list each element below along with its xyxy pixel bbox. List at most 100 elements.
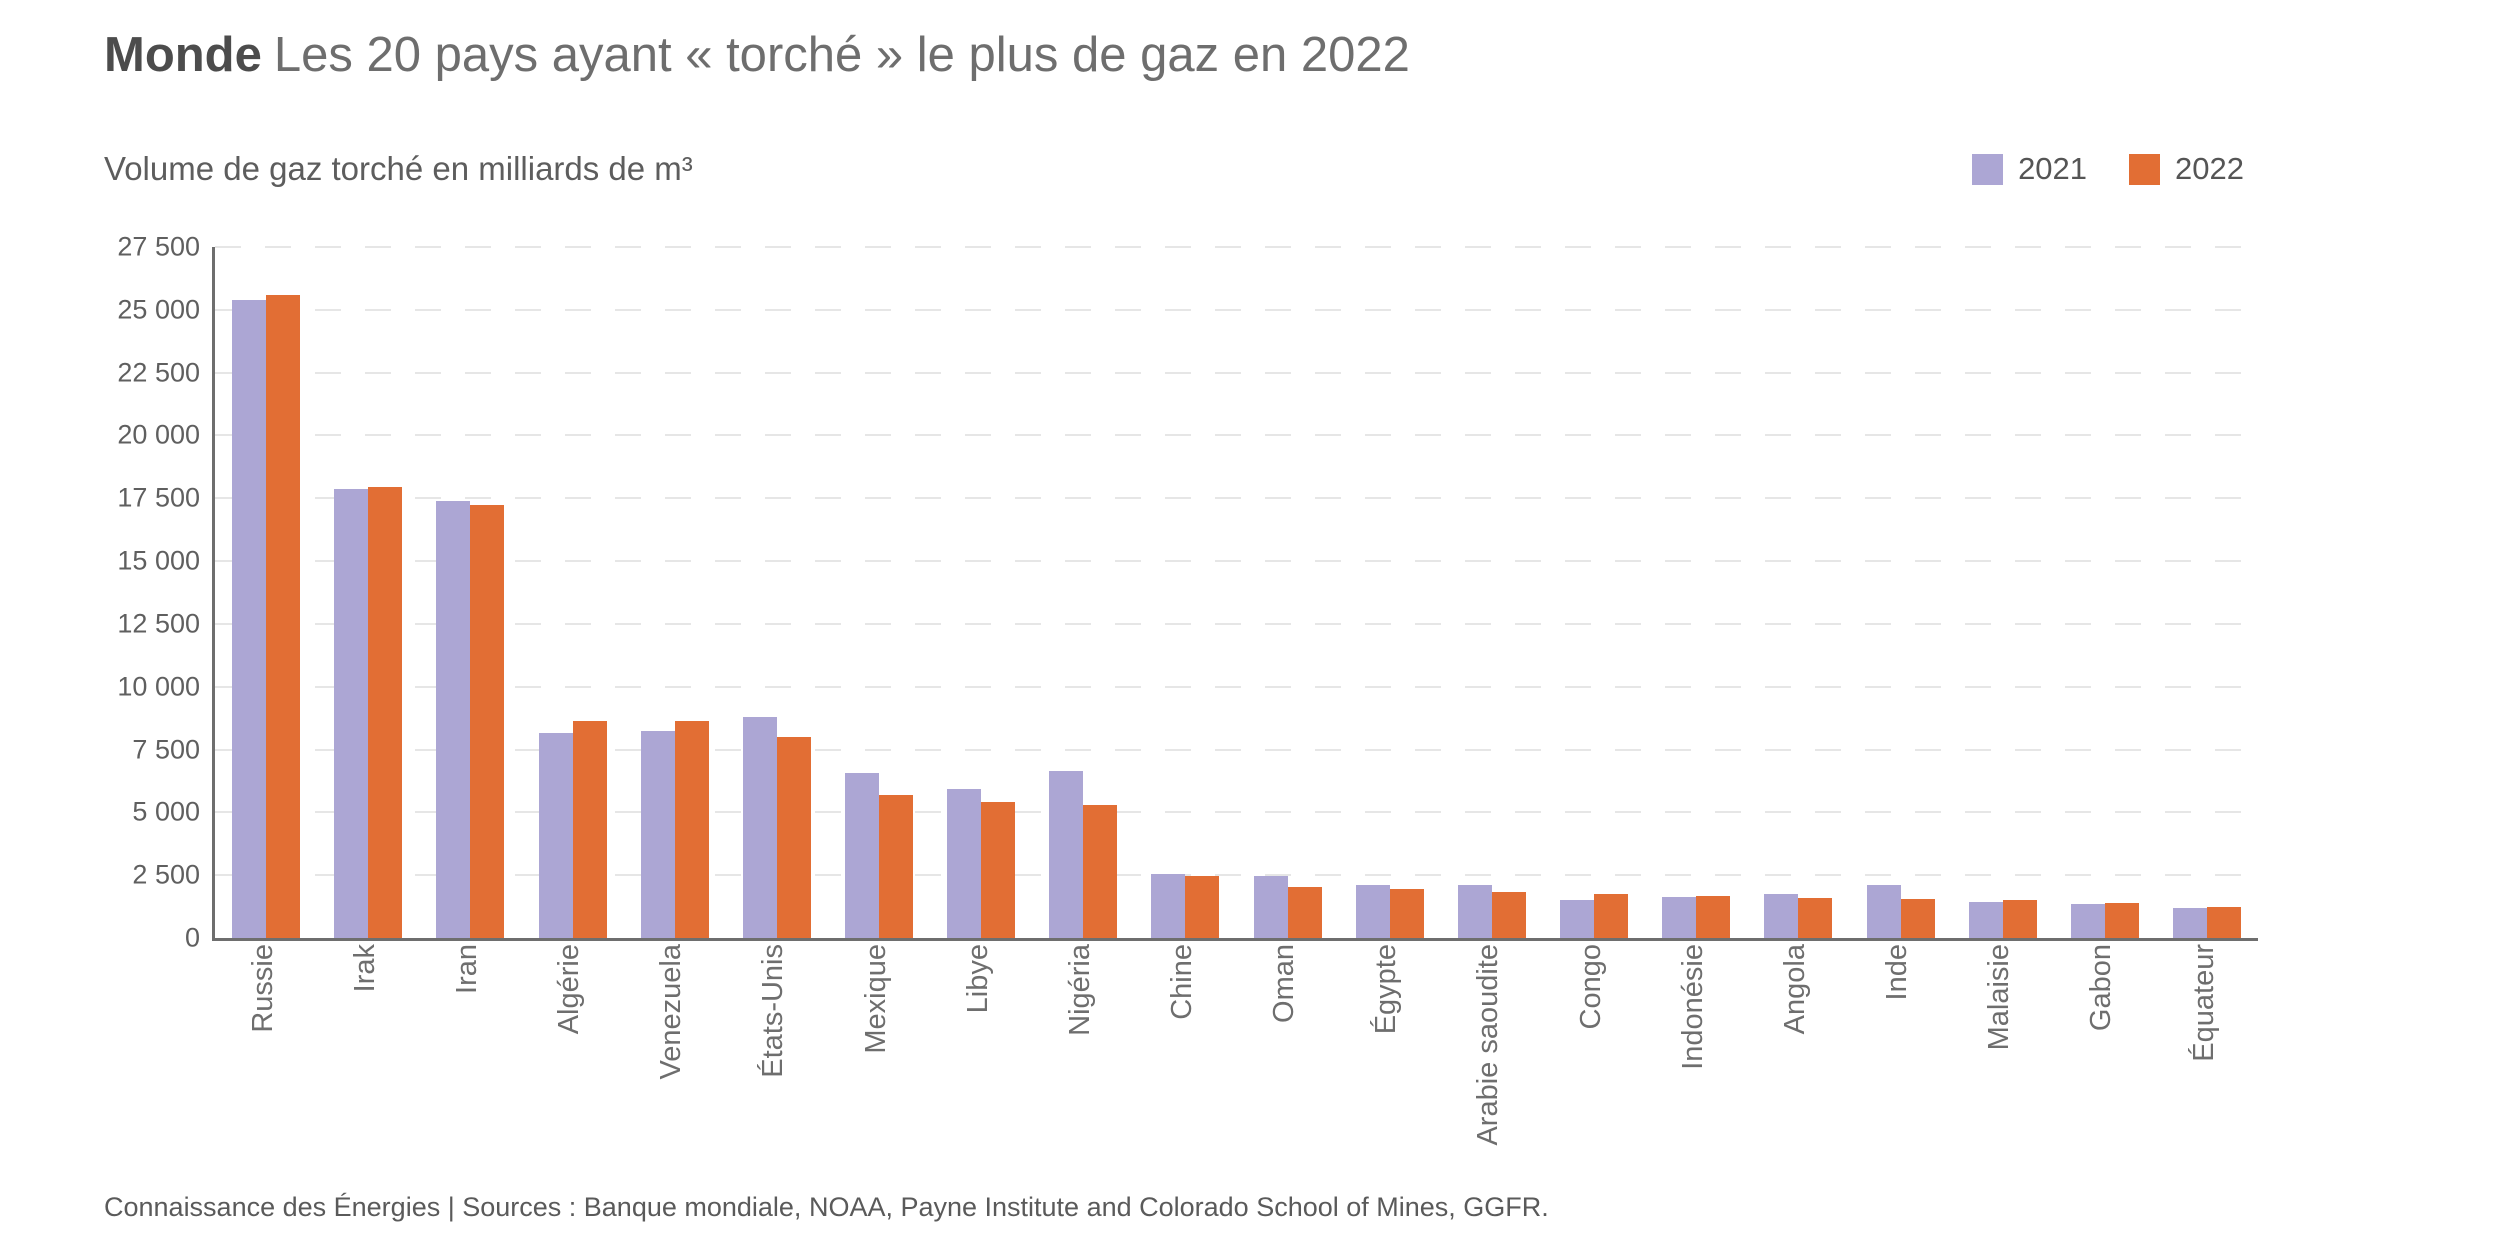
x-slot: Malaisie [1949, 944, 2051, 1196]
x-slot: Égypte [1336, 944, 1438, 1196]
y-tick-label: 20 000 [117, 419, 200, 450]
x-slot: Russie [212, 944, 314, 1196]
bar-2021[interactable] [742, 716, 777, 938]
x-axis-labels: Russie Irak Iran Algérie Venezuela États-Unis… [212, 944, 2255, 1196]
title-prefix: Monde [104, 28, 262, 82]
bar-2022[interactable] [1083, 804, 1118, 938]
x-slot: Gabon [2051, 944, 2153, 1196]
bar-2021[interactable] [1866, 885, 1901, 938]
bar-2022[interactable] [266, 294, 301, 938]
x-slot: Nigéria [1029, 944, 1131, 1196]
bar-2022[interactable] [368, 486, 403, 938]
bar-2022[interactable] [1389, 889, 1424, 938]
x-axis-label: Chine [1165, 944, 1198, 1020]
bar-2022[interactable] [572, 720, 607, 938]
bar-group [1134, 247, 1236, 938]
bar-group [624, 247, 726, 938]
title-text: Les 20 pays ayant « torché » le plus de … [273, 28, 1410, 82]
bar-2022[interactable] [1900, 899, 1935, 938]
x-slot: Congo [1540, 944, 1642, 1196]
bar-2022[interactable] [1491, 891, 1526, 938]
bar-2021[interactable] [1968, 901, 2003, 938]
bar-2021[interactable] [947, 788, 982, 938]
x-axis-label: Venezuela [655, 944, 688, 1080]
bar-2021[interactable] [1355, 885, 1390, 938]
bar-2022[interactable] [776, 736, 811, 938]
bar-2021[interactable] [538, 733, 573, 938]
legend-item-2022[interactable]: 2022 [2129, 151, 2244, 187]
bar-2021[interactable] [1457, 885, 1492, 938]
bar-2022[interactable] [2002, 900, 2037, 938]
x-slot: Mexique [825, 944, 927, 1196]
legend: 2021 2022 [1972, 151, 2244, 187]
bar-2022[interactable] [470, 504, 505, 938]
bar-2021[interactable] [1049, 770, 1084, 938]
bar-2021[interactable] [334, 489, 369, 938]
page-title: Monde Les 20 pays ayant « torché » le plu… [104, 24, 1410, 86]
gridline [215, 811, 2258, 814]
gridline [215, 497, 2258, 500]
gridline [215, 748, 2258, 751]
legend-item-2021[interactable]: 2021 [1972, 151, 2087, 187]
bar-group [1441, 247, 1543, 938]
x-axis-label: Nigéria [1063, 944, 1096, 1036]
gridline [215, 622, 2258, 625]
y-tick-label: 15 000 [117, 545, 200, 576]
bar-2021[interactable] [845, 773, 880, 938]
bar-2022[interactable] [674, 720, 709, 938]
bar-2022[interactable] [2104, 902, 2139, 938]
bar-2021[interactable] [2173, 907, 2208, 938]
bar-2022[interactable] [1798, 897, 1833, 938]
bar-group [2156, 247, 2258, 938]
chart-subtitle: Volume de gaz torché en milliards de m³ [104, 150, 693, 187]
bar-2022[interactable] [1594, 894, 1629, 938]
x-axis-label: Russie [246, 944, 279, 1033]
bar-group [1032, 247, 1134, 938]
x-slot: Angola [1744, 944, 1846, 1196]
x-axis-label: Arabie saoudite [1472, 944, 1505, 1146]
bar-2021[interactable] [1764, 894, 1799, 938]
y-tick-label: 2 500 [132, 859, 200, 890]
bar-group [726, 247, 828, 938]
bar-2021[interactable] [232, 299, 267, 938]
legend-label-2021: 2021 [2018, 151, 2088, 186]
x-slot: Iran [416, 944, 518, 1196]
bar-group [1850, 247, 1952, 938]
bar-group [2054, 247, 2156, 938]
legend-swatch-2022 [2129, 153, 2161, 185]
x-axis-label: Mexique [859, 944, 892, 1054]
bar-2021[interactable] [1151, 873, 1186, 938]
gridline [215, 434, 2258, 437]
y-tick-label: 22 500 [117, 357, 200, 388]
bar-group [419, 247, 521, 938]
x-slot: Inde [1847, 944, 1949, 1196]
bar-2022[interactable] [2207, 906, 2242, 938]
bar-2021[interactable] [1662, 896, 1697, 938]
bar-group [1237, 247, 1339, 938]
bar-2022[interactable] [1287, 886, 1322, 938]
y-tick-label: 12 500 [117, 608, 200, 639]
x-axis-label: Irak [348, 944, 381, 993]
bar-2022[interactable] [879, 794, 914, 938]
x-axis-label: Malaisie [1983, 944, 2016, 1051]
y-tick-label: 17 500 [117, 482, 200, 513]
x-slot: Irak [314, 944, 416, 1196]
x-slot: États-Unis [723, 944, 825, 1196]
bars-layer [215, 247, 2258, 938]
legend-swatch-2021 [1972, 153, 2004, 185]
bar-2021[interactable] [640, 730, 675, 938]
bar-2021[interactable] [1560, 900, 1595, 938]
bar-2021[interactable] [436, 500, 471, 938]
x-axis-label: Égypte [1370, 944, 1403, 1035]
x-slot: Oman [1234, 944, 1336, 1196]
bar-2022[interactable] [1696, 896, 1731, 938]
bar-2021[interactable] [1253, 876, 1288, 938]
y-tick-label: 7 500 [132, 734, 200, 765]
bar-2022[interactable] [981, 802, 1016, 938]
gridline [215, 371, 2258, 374]
x-slot: Chine [1131, 944, 1233, 1196]
bar-2022[interactable] [1185, 876, 1220, 938]
x-axis-label: Inde [1881, 944, 1914, 1001]
bar-2021[interactable] [2070, 904, 2105, 938]
